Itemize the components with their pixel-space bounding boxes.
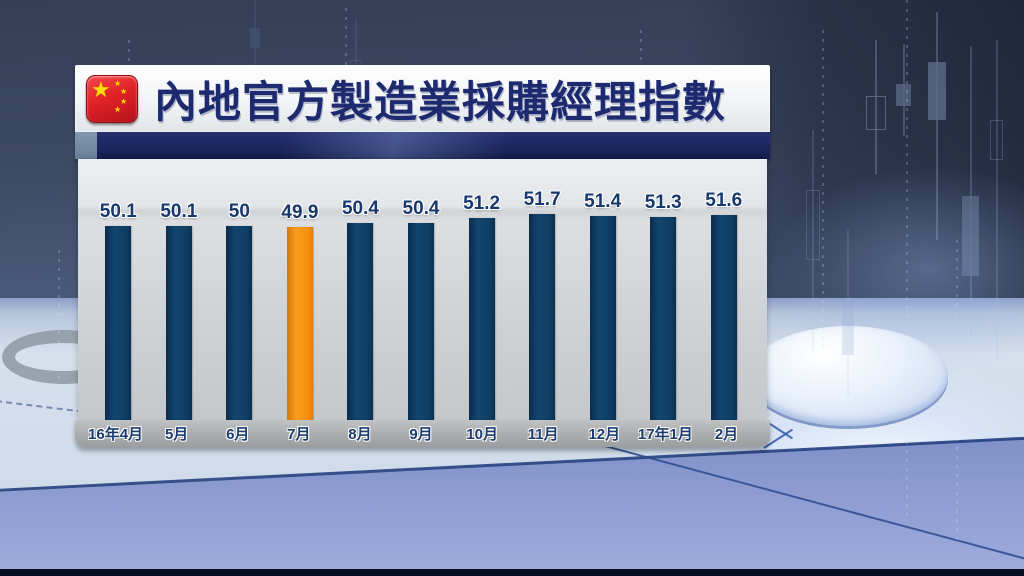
light-streak [956, 240, 958, 540]
title-bar: ★ ★ ★ ★ ★ 內地官方製造業採購經理指數 [75, 65, 770, 132]
x-axis-tick-label: 17年1月 [637, 426, 693, 443]
bar-column: 51.4 [572, 191, 633, 420]
bar-value-label: 51.6 [705, 190, 743, 211]
candlestick-icon [250, 0, 260, 72]
bar [710, 215, 737, 420]
bar-column: 50.1 [88, 201, 149, 420]
candlestick-icon [962, 46, 979, 336]
band-sheen [75, 132, 770, 159]
bar-column: 51.6 [693, 190, 754, 420]
bar [347, 223, 374, 420]
bar-column: 49.9 [270, 202, 331, 420]
bottom-dark-strip [0, 569, 1024, 576]
light-streak [906, 0, 908, 520]
x-axis-tick-label: 9月 [409, 426, 433, 443]
title-underline-band [75, 132, 770, 159]
x-axis-tick-label: 11月 [527, 426, 559, 443]
bar [105, 226, 132, 420]
bar [226, 226, 253, 420]
x-axis-tick-label: 7月 [287, 426, 311, 443]
x-axis-tick-label: 5月 [164, 426, 189, 443]
light-streak [58, 250, 60, 380]
bar [589, 216, 616, 420]
bar-value-label: 50.4 [402, 198, 440, 219]
bar-value-label: 49.9 [281, 202, 319, 223]
candlestick-icon [928, 12, 946, 240]
pmi-infographic: ★ ★ ★ ★ ★ 內地官方製造業採購經理指數 50.1 50.1 50 49.9 50… [75, 65, 770, 447]
x-axis-tick-label: 6月 [226, 426, 250, 443]
bar-column: 51.3 [633, 192, 694, 420]
candlestick-icon [990, 40, 1003, 360]
bar [529, 214, 556, 420]
bar [165, 226, 192, 420]
bars-row: 50.1 50.1 50 49.9 50.4 50.4 51.2 51.7 51.4 51.3 51… [78, 159, 767, 420]
x-axis-tick-label: 16年4月 [88, 426, 144, 443]
light-streak [822, 30, 824, 350]
bar [650, 217, 677, 420]
bar-chart-panel: 50.1 50.1 50 49.9 50.4 50.4 51.2 51.7 51.4 51.3 51… [78, 159, 767, 420]
bar-column: 50.1 [149, 201, 210, 420]
candlestick-icon [806, 130, 820, 350]
candlestick-icon [896, 44, 911, 136]
x-axis-strip: 16年4月 5月 6月 7月 8月 9月 10月 11月 12月 17年1月 2月 [75, 420, 770, 447]
bar-column: 50.4 [391, 198, 452, 420]
x-axis-tick-label: 8月 [348, 426, 372, 443]
bar [408, 223, 434, 420]
x-axis-tick-label: 12月 [588, 426, 621, 443]
bar-value-label: 50.1 [160, 201, 198, 222]
bar-value-label: 50 [228, 201, 250, 222]
x-axis-tick-label: 10月 [466, 426, 498, 443]
bar-column: 50 [209, 201, 270, 420]
band-left-cap [75, 132, 97, 159]
bar-value-label: 50.4 [341, 198, 379, 219]
bar-value-label: 51.2 [463, 193, 501, 214]
bar-column: 51.7 [512, 189, 573, 420]
candlestick-icon [866, 40, 886, 174]
china-flag-icon: ★ ★ ★ ★ ★ [86, 74, 138, 123]
x-axis-tick-label: 2月 [714, 426, 739, 443]
bar-value-label: 51.7 [523, 189, 561, 210]
bar-value-label: 51.3 [644, 192, 682, 213]
bar-column: 51.2 [451, 193, 512, 420]
page-title: 內地官方製造業採購經理指數 [154, 78, 726, 127]
bar-value-label: 50.1 [99, 201, 137, 222]
bar-value-label: 51.4 [584, 191, 622, 212]
bar-column: 50.4 [330, 198, 391, 420]
bar [468, 218, 495, 420]
floor-sphere-decoration [748, 326, 948, 426]
bar-highlighted [286, 227, 313, 420]
candlestick-icon [842, 230, 854, 395]
